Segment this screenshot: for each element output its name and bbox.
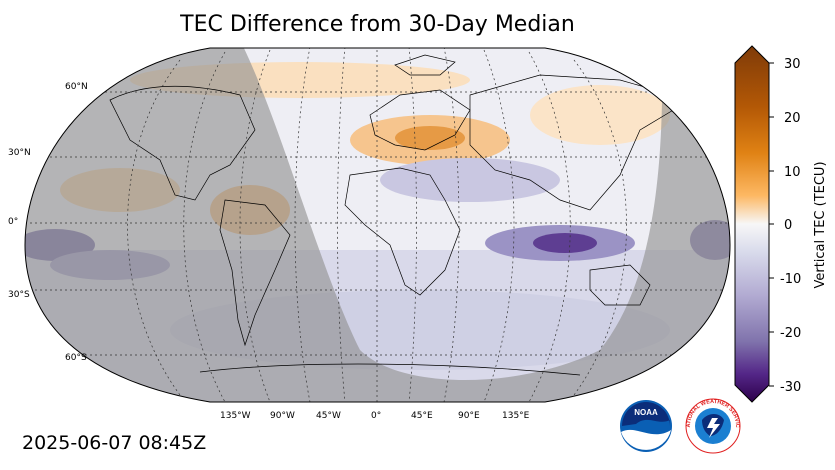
timestamp: 2025-06-07 08:45Z — [22, 432, 207, 454]
tec-anomaly-field — [25, 48, 730, 402]
lon-label-90e: 90°E — [458, 411, 480, 421]
north-america — [109, 85, 256, 201]
graticule — [25, 48, 730, 402]
mediterranean-peak — [395, 126, 465, 150]
lon-label-135e: 135°E — [502, 411, 530, 421]
colorbar-label: Vertical TEC (TECU) — [813, 161, 828, 288]
lon-label-45e: 45°E — [411, 411, 433, 421]
lon-label-135w: 135°W — [220, 411, 251, 421]
colorbar-gradient — [734, 45, 770, 403]
globe-outline — [24, 47, 731, 403]
lat-label-0: 0° — [8, 217, 18, 227]
lon-label-90w: 90°W — [270, 411, 295, 421]
colorbar-tick-0: 0 — [784, 218, 792, 233]
mideast-negative — [380, 158, 560, 202]
lon-label-45w: 45°W — [316, 411, 341, 421]
night-side-shading — [25, 48, 730, 402]
colorbar-tick-20: 20 — [784, 111, 801, 126]
colorbar-tick-30: 30 — [784, 57, 801, 72]
indonesia-minimum — [533, 233, 597, 253]
asia — [469, 74, 691, 211]
south-america — [219, 199, 291, 347]
lat-label-60n: 60°N — [65, 82, 88, 92]
east-asia-positive — [530, 85, 670, 145]
lon-label-0: 0° — [371, 411, 381, 421]
lat-label-60s: 60°S — [65, 353, 87, 363]
africa — [344, 167, 461, 296]
noaa-logo-text: NOAA — [634, 408, 658, 417]
colorbar-tick-neg20: -20 — [780, 326, 801, 341]
agency-logos: NOAA NATIONAL WEATHER SERVICE — [618, 396, 741, 454]
colorbar: 30 20 10 0 -10 -20 -30 Vertical TEC (TEC… — [734, 45, 828, 403]
europe — [369, 89, 471, 151]
lat-label-30n: 30°N — [8, 148, 31, 158]
colorbar-tick-neg10: -10 — [780, 272, 801, 287]
colorbar-tick-10: 10 — [784, 165, 801, 180]
noaa-logo: NOAA — [620, 400, 672, 452]
antarctica — [199, 363, 581, 376]
page-title: TEC Difference from 30-Day Median — [180, 12, 575, 37]
lat-label-30s: 30°S — [8, 290, 30, 300]
colorbar-tick-neg30: -30 — [780, 380, 801, 395]
